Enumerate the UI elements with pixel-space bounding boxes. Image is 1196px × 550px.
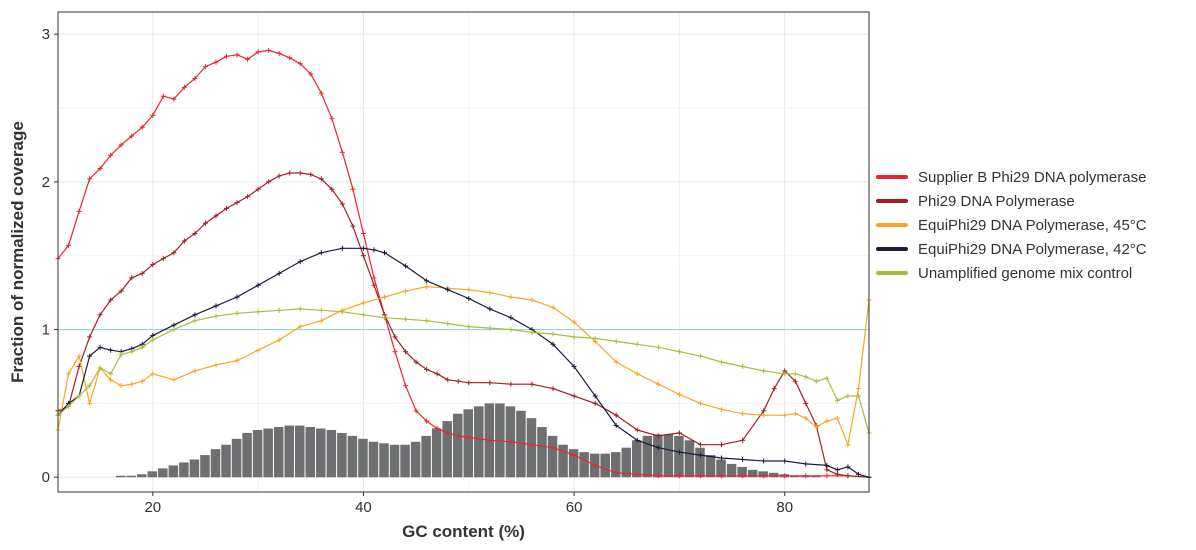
histogram-bar xyxy=(179,462,189,478)
histogram-bar xyxy=(474,406,484,478)
histogram-bar xyxy=(653,434,663,478)
legend-item: EquiPhi29 DNA Polymerase, 45°C xyxy=(876,217,1147,234)
histogram-bar xyxy=(273,427,284,478)
legend-label: EquiPhi29 DNA Polymerase, 45°C xyxy=(918,217,1147,234)
histogram-bar xyxy=(337,432,347,478)
histogram-bar xyxy=(495,403,505,478)
histogram-bar xyxy=(115,475,126,478)
histogram-bar xyxy=(558,444,568,478)
histogram-bar xyxy=(400,444,410,478)
histogram-bar xyxy=(242,432,252,478)
histogram-bar xyxy=(674,435,684,478)
histogram-bar xyxy=(294,425,305,478)
y-axis-title: Fraction of normalized coverage xyxy=(8,121,27,383)
histogram-bar xyxy=(790,475,800,478)
histogram-bar xyxy=(210,449,221,478)
histogram-bar xyxy=(452,413,463,478)
histogram-bar xyxy=(305,427,316,478)
histogram-bar xyxy=(136,474,147,478)
histogram-bar xyxy=(579,452,589,478)
histogram-bar xyxy=(695,447,705,478)
histogram-bar xyxy=(252,429,263,478)
legend-label: Phi29 DNA Polymerase xyxy=(918,193,1075,210)
histogram-bar xyxy=(368,441,379,478)
x-axis-ticks: 20 40 60 80 xyxy=(144,492,793,516)
y-axis-ticks: 0 1 2 3 xyxy=(42,26,58,486)
histogram-bar xyxy=(537,427,547,478)
histogram-bar xyxy=(811,475,821,478)
legend-item: Supplier B Phi29 DNA polymerase xyxy=(876,169,1146,186)
y-tick-label: 3 xyxy=(42,26,50,43)
histogram-bar xyxy=(632,440,642,478)
histogram-bar xyxy=(316,428,326,478)
x-tick-label: 60 xyxy=(566,499,583,516)
histogram-bar xyxy=(158,468,168,478)
legend: Supplier B Phi29 DNA polymerase Phi29 DNA… xyxy=(876,169,1147,282)
legend-label: Unamplified genome mix control xyxy=(918,265,1132,282)
histogram-bar xyxy=(463,409,474,478)
histogram-bar xyxy=(705,455,716,478)
histogram-bar xyxy=(568,449,579,478)
plot-panel-border xyxy=(57,11,870,493)
series-group xyxy=(55,306,872,436)
series-lines xyxy=(55,47,872,480)
histogram-bar xyxy=(716,459,726,478)
histogram-bar xyxy=(263,428,273,478)
x-axis-title: GC content (%) xyxy=(402,522,525,541)
histogram-bar xyxy=(684,440,695,478)
legend-item: Unamplified genome mix control xyxy=(876,265,1132,282)
histogram-bar xyxy=(231,438,242,478)
legend-item: EquiPhi29 DNA Polymerase, 42°C xyxy=(876,241,1147,258)
histogram-bar xyxy=(621,447,632,478)
y-tick-label: 0 xyxy=(42,469,50,486)
histogram-bar xyxy=(221,444,231,478)
histogram-bar xyxy=(347,435,358,478)
legend-label: Supplier B Phi29 DNA polymerase xyxy=(918,169,1146,186)
histogram-bar xyxy=(642,435,653,478)
histogram-bar xyxy=(147,471,158,478)
histogram-bar xyxy=(389,444,400,478)
histogram-bar xyxy=(516,410,526,478)
histogram-bar xyxy=(726,463,737,478)
histogram-bar xyxy=(421,435,431,478)
histogram-bar xyxy=(526,418,537,478)
histogram-bar xyxy=(168,465,179,478)
histogram-bar xyxy=(610,452,621,478)
histogram-bar xyxy=(663,434,674,478)
x-tick-label: 20 xyxy=(144,499,161,516)
gc-histogram xyxy=(115,403,821,478)
histogram-bar xyxy=(284,425,294,478)
histogram-bar xyxy=(768,472,779,478)
histogram-bar xyxy=(200,455,210,478)
histogram-bar xyxy=(547,435,558,478)
histogram-bar xyxy=(747,469,758,478)
histogram-bar xyxy=(358,438,368,478)
series-group xyxy=(55,284,872,448)
legend-label: EquiPhi29 DNA Polymerase, 42°C xyxy=(918,241,1147,258)
histogram-bar xyxy=(189,459,200,478)
histogram-bar xyxy=(326,429,337,478)
legend-item: Phi29 DNA Polymerase xyxy=(876,193,1075,210)
histogram-bar xyxy=(410,441,421,478)
histogram-bar xyxy=(126,475,136,478)
y-tick-label: 1 xyxy=(42,322,50,339)
y-tick-label: 2 xyxy=(42,174,50,191)
histogram-bar xyxy=(379,443,389,478)
histogram-bar xyxy=(442,421,452,478)
histogram-bar xyxy=(600,453,610,478)
x-tick-label: 40 xyxy=(355,499,372,516)
histogram-bar xyxy=(737,466,747,478)
x-tick-label: 80 xyxy=(776,499,793,516)
histogram-bar xyxy=(431,428,442,478)
